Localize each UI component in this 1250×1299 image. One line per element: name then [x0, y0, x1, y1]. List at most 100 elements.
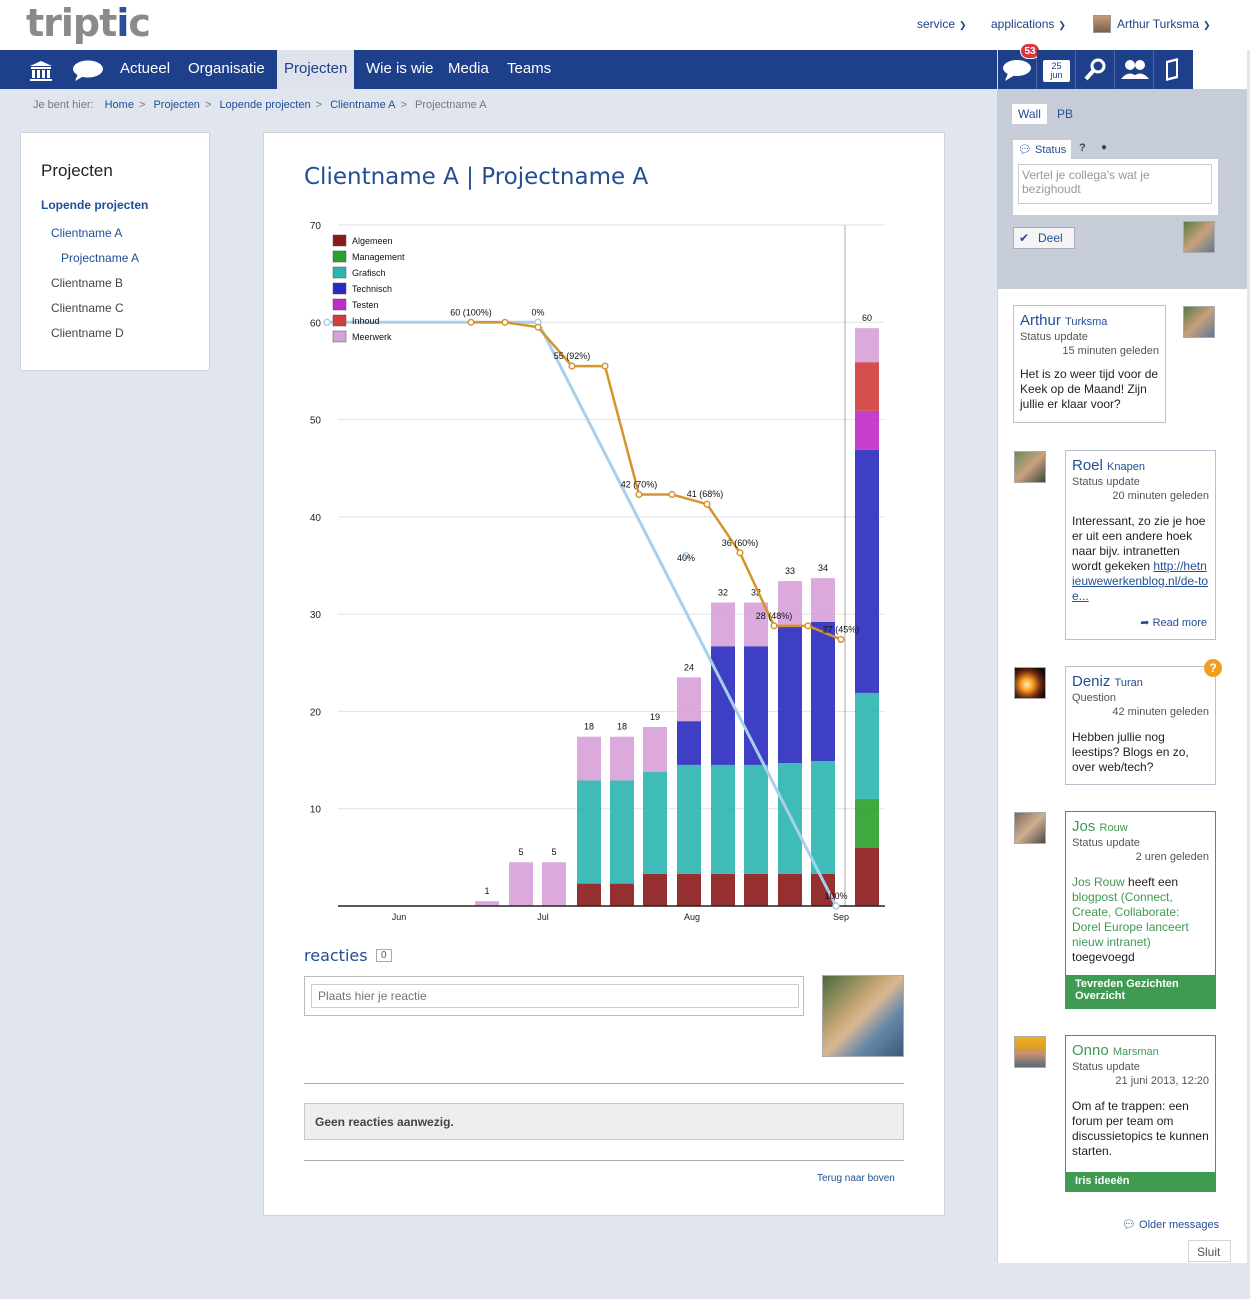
- bar-segment: [778, 581, 802, 626]
- group-link[interactable]: Iris ideeën: [1065, 1172, 1216, 1192]
- post-body: Interessant, zo zie je hoe er uit een an…: [1072, 514, 1209, 603]
- question-tab-icon[interactable]: ?: [1079, 142, 1086, 154]
- avatar[interactable]: [1014, 1036, 1046, 1068]
- actual-point-label: 28 (48%): [756, 611, 793, 621]
- back-to-top-link[interactable]: Terug naar boven: [817, 1173, 895, 1184]
- actual-point-label: 27 (45%): [823, 624, 860, 634]
- chevron-down-icon: ❯: [959, 20, 967, 30]
- bar-segment: [610, 736, 634, 781]
- status-tab[interactable]: 💬︎ Status: [1013, 140, 1072, 160]
- share-button[interactable]: ✔ Deel: [1013, 227, 1075, 249]
- triptic-logo[interactable]: triptic: [26, 1, 151, 45]
- post-type: Status update: [1072, 837, 1140, 849]
- bar-total-label: 33: [785, 566, 795, 576]
- left-panel-title: Projecten: [41, 161, 113, 180]
- checkmark-icon: ✔: [1019, 231, 1030, 245]
- post-author-first[interactable]: Deniz: [1072, 673, 1111, 690]
- home-building-icon[interactable]: [30, 61, 52, 81]
- calendar-tab[interactable]: 25 jun: [1037, 50, 1076, 89]
- no-reactions-message: Geen reacties aanwezig.: [304, 1103, 904, 1140]
- wall-post-jos: Jos Rouw Status update 2 uren geleden Jo…: [1065, 811, 1216, 1009]
- post-author-last[interactable]: Turan: [1114, 677, 1143, 689]
- post-type: Status update: [1020, 331, 1088, 343]
- post-link[interactable]: http://hetnieuwewerkenblog.nl/de-toe...: [1072, 559, 1209, 603]
- divider: [304, 1160, 904, 1161]
- breadcrumb-clientname-a[interactable]: Clientname A: [330, 99, 396, 111]
- close-button[interactable]: Sluit: [1188, 1240, 1231, 1262]
- bar-segment: [677, 721, 701, 765]
- post-author-first[interactable]: Roel: [1072, 457, 1103, 474]
- user-menu[interactable]: Arthur Turksma ❯: [1117, 17, 1211, 31]
- avatar[interactable]: [1014, 667, 1046, 699]
- service-menu[interactable]: service ❯: [917, 17, 967, 31]
- tab-pb[interactable]: PB: [1057, 107, 1074, 121]
- ideal-point: [832, 902, 840, 910]
- nav-organisatie[interactable]: Organisatie: [188, 60, 265, 77]
- post-author-first[interactable]: Arthur: [1020, 312, 1061, 329]
- search-tab[interactable]: [1076, 50, 1115, 89]
- avatar[interactable]: [1014, 451, 1046, 483]
- leftnav-clientname-c[interactable]: Clientname C: [51, 301, 124, 315]
- y-tick-label: 40: [310, 513, 322, 524]
- ideal-point-label: 40%: [677, 553, 695, 563]
- nav-teams[interactable]: Teams: [507, 60, 552, 77]
- nav-actueel[interactable]: Actueel: [120, 60, 171, 77]
- nav-media[interactable]: Media: [448, 60, 489, 77]
- nav-wie-is-wie[interactable]: Wie is wie: [366, 60, 434, 77]
- legend-swatch: [332, 250, 347, 263]
- leftnav-lopende-projecten[interactable]: Lopende projecten: [41, 198, 149, 212]
- wall-post-deniz: Deniz Turan Question 42 minuten geleden …: [1065, 666, 1216, 785]
- group-link[interactable]: Tevreden Gezichten Overzicht: [1065, 975, 1216, 1009]
- post-author-first[interactable]: Onno: [1072, 1042, 1109, 1059]
- avatar[interactable]: [1183, 306, 1215, 338]
- post-time: 21 juni 2013, 12:20: [1115, 1075, 1209, 1087]
- user-avatar[interactable]: [1093, 15, 1111, 33]
- post-author-last[interactable]: Knapen: [1107, 461, 1145, 473]
- bar-total-label: 19: [650, 712, 660, 722]
- breadcrumb-home[interactable]: Home: [104, 99, 134, 111]
- breadcrumb-projecten[interactable]: Projecten: [153, 99, 200, 111]
- legend-swatch: [332, 298, 347, 311]
- bar-segment: [577, 736, 601, 781]
- bar-segment: [778, 873, 802, 906]
- bar-segment: [811, 621, 835, 762]
- actual-point: [770, 622, 778, 630]
- bar-segment: [855, 692, 879, 799]
- leftnav-clientname-b[interactable]: Clientname B: [51, 276, 124, 290]
- lightbulb-tab-icon[interactable]: ●: [1101, 142, 1108, 153]
- book-tab[interactable]: [1154, 50, 1193, 89]
- leftnav-clientname-a[interactable]: Clientname A: [51, 226, 123, 240]
- post-author-link[interactable]: Jos Rouw: [1072, 875, 1125, 889]
- nav-projecten[interactable]: Projecten: [277, 50, 355, 89]
- actual-point-label: 41 (68%): [687, 489, 724, 499]
- bar-segment: [711, 764, 735, 874]
- leftnav-projectname-a[interactable]: Projectname A: [61, 251, 140, 265]
- avatar[interactable]: [1014, 812, 1046, 844]
- bar-total-label: 24: [684, 662, 694, 672]
- comment-input[interactable]: [311, 984, 799, 1008]
- blogpost-link[interactable]: blogpost (Connect, Create, Collaborate: …: [1072, 890, 1189, 949]
- bar-total-label: 60: [862, 313, 872, 323]
- chevron-down-icon: ❯: [1203, 20, 1211, 30]
- post-author-last[interactable]: Turksma: [1065, 316, 1108, 328]
- tab-wall[interactable]: Wall: [1012, 104, 1047, 124]
- ideal-point: [323, 318, 331, 327]
- breadcrumb-lopende-projecten[interactable]: Lopende projecten: [219, 99, 311, 111]
- post-author-first[interactable]: Jos: [1072, 818, 1096, 835]
- applications-menu[interactable]: applications ❯: [991, 17, 1066, 31]
- read-more-link[interactable]: ➦ Read more: [1140, 617, 1207, 629]
- post-author-last[interactable]: Rouw: [1099, 822, 1128, 834]
- post-body: Hebben jullie nog leestips? Blogs en zo,…: [1072, 730, 1189, 774]
- older-messages-link[interactable]: 💬︎ Older messages: [1122, 1219, 1220, 1231]
- y-tick-label: 30: [310, 610, 322, 621]
- speech-bubble-icon[interactable]: [72, 60, 104, 82]
- divider: [304, 1083, 904, 1084]
- bar-segment: [744, 602, 768, 647]
- status-input[interactable]: Vertel je collega's wat je bezighoudt: [1018, 164, 1212, 204]
- bar-segment: [677, 873, 701, 906]
- bar-segment: [677, 764, 701, 874]
- leftnav-clientname-d[interactable]: Clientname D: [51, 326, 124, 340]
- post-author-last[interactable]: Marsman: [1112, 1046, 1159, 1058]
- x-tick-label: Sep: [833, 912, 849, 922]
- people-tab[interactable]: [1115, 50, 1154, 89]
